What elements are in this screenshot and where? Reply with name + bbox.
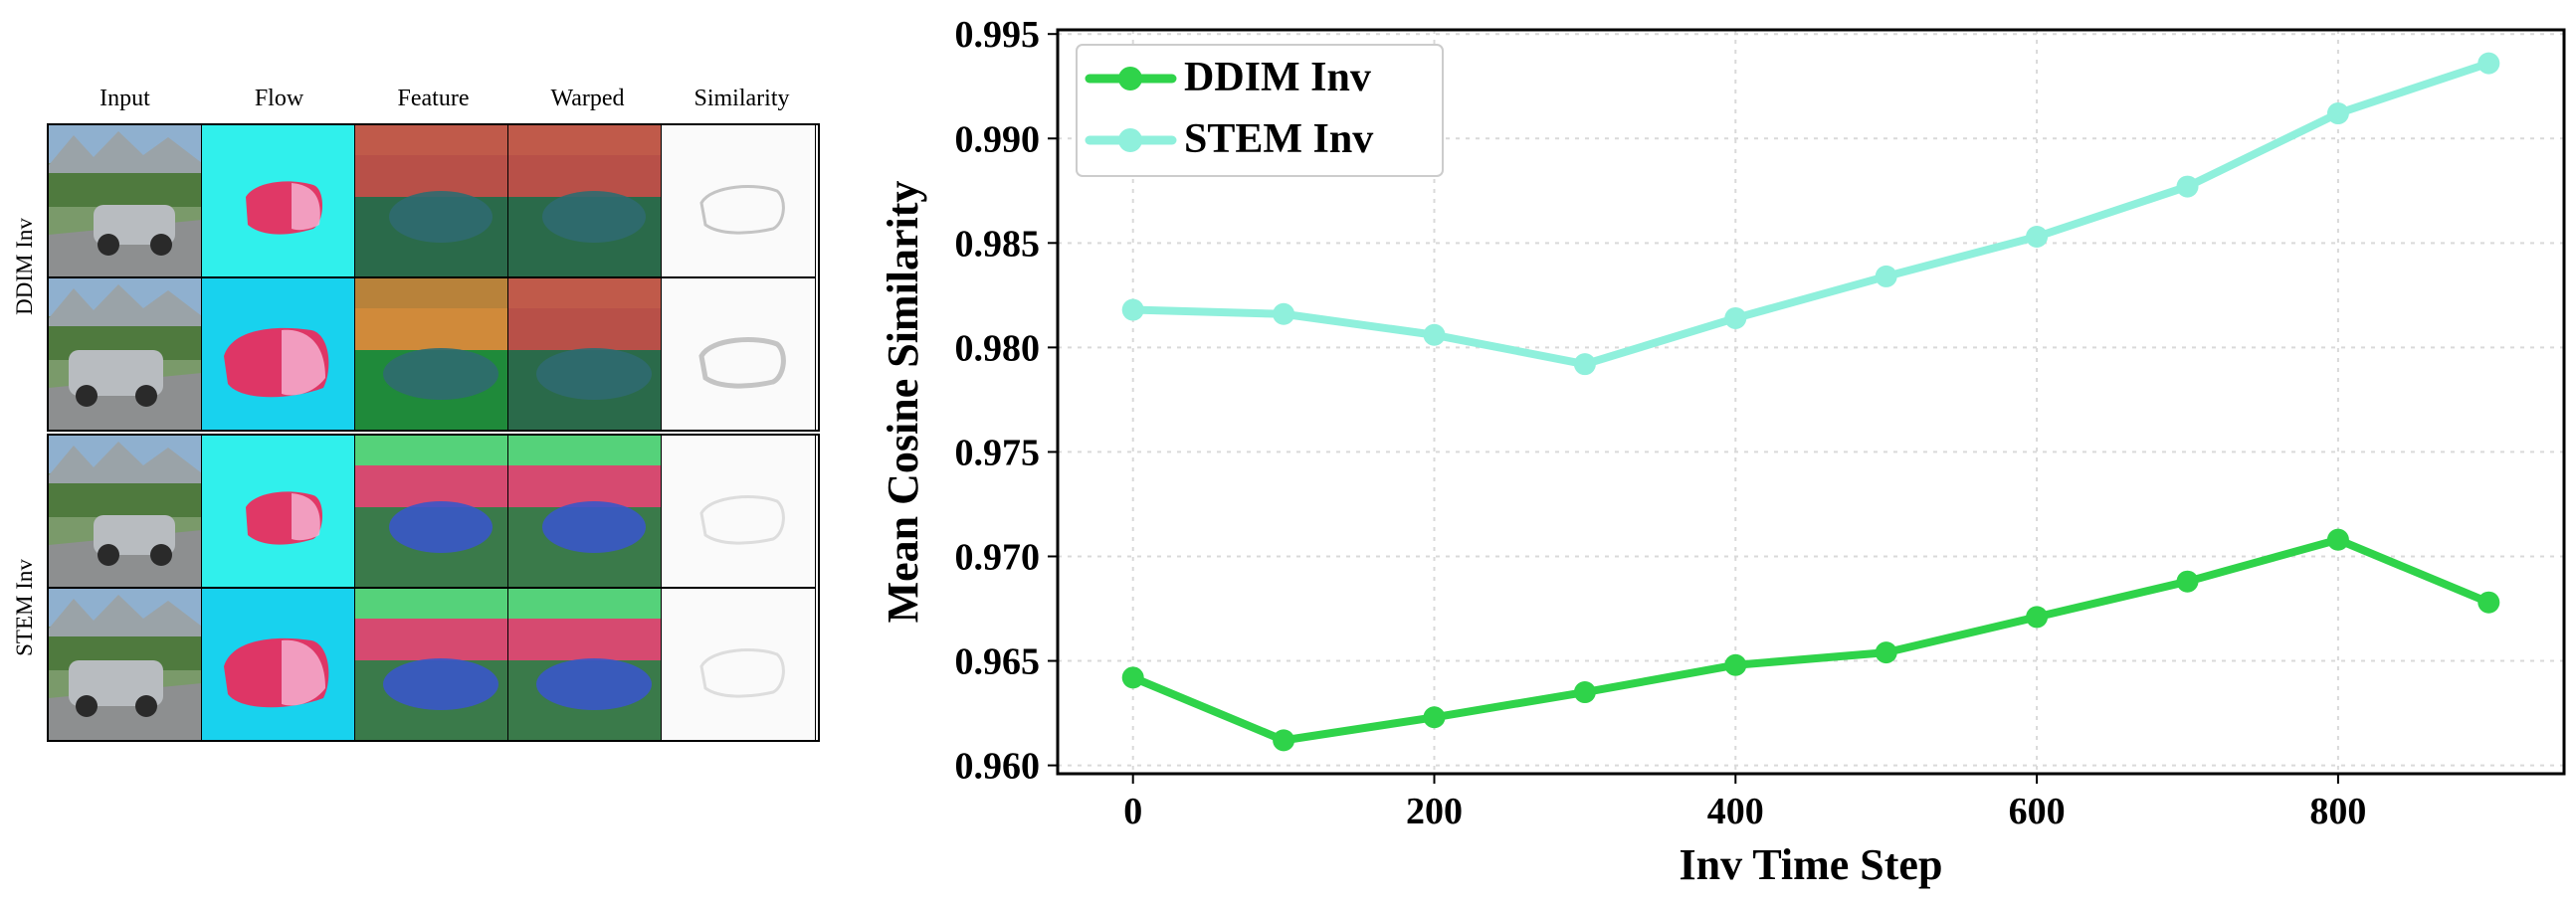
column-header-input: Input — [99, 86, 150, 111]
input-image — [48, 277, 203, 431]
feature-image — [354, 588, 509, 741]
x-tick-label: 200 — [1406, 791, 1463, 832]
data-point-ddim — [2326, 528, 2349, 551]
y-tick-label: 0.980 — [955, 327, 1041, 369]
y-axis-label: Mean Cosine Similarity — [879, 181, 927, 624]
input-image — [48, 588, 203, 741]
column-header-similarity: Similarity — [694, 86, 790, 111]
y-tick-label: 0.995 — [955, 14, 1041, 56]
data-point-ddim — [2176, 570, 2199, 593]
data-point-stem — [1273, 302, 1295, 325]
data-point-stem — [2026, 226, 2049, 249]
series-line-ddim — [1128, 535, 2493, 745]
line-chart: 0 200 400 600 800 0.960 0.965 0.970 0.975 0.980 0.… — [856, 0, 2576, 900]
feature-image — [354, 277, 509, 431]
input-image — [48, 124, 203, 277]
feature-image — [354, 435, 509, 588]
feature-image — [354, 124, 509, 277]
x-tick-label: 0 — [1123, 791, 1142, 832]
y-tick-label: 0.960 — [955, 746, 1041, 788]
data-point-ddim — [1121, 666, 1144, 689]
legend-marker-ddim — [1118, 67, 1142, 90]
data-point-stem — [1724, 306, 1747, 329]
similarity-image — [661, 435, 816, 588]
chart-canvas: 0 200 400 600 800 0.960 0.965 0.970 0.975 0.980 0.… — [879, 14, 2566, 889]
ddim-panel — [47, 123, 820, 432]
data-point-ddim — [1875, 641, 1897, 664]
y-tick-label: 0.970 — [955, 536, 1041, 578]
data-point-stem — [2477, 52, 2500, 75]
x-tick-label: 600 — [2009, 791, 2066, 832]
flow-image — [201, 435, 356, 588]
data-point-ddim — [2477, 591, 2500, 614]
qualitative-grid: Input Flow Feature Warped Similarity DDI… — [0, 0, 856, 900]
y-tick-label: 0.965 — [955, 641, 1041, 683]
y-tick-label: 0.990 — [955, 118, 1041, 160]
flow-image — [201, 588, 356, 741]
data-point-ddim — [2026, 606, 2049, 629]
x-tick-label: 400 — [1707, 791, 1764, 832]
data-point-stem — [1423, 323, 1446, 346]
column-header-feature: Feature — [397, 86, 470, 111]
flow-image — [201, 277, 356, 431]
x-tick-label: 800 — [2309, 791, 2366, 832]
data-point-stem — [1121, 298, 1144, 321]
stem-panel — [47, 434, 820, 742]
series-layer — [1121, 52, 2500, 752]
legend-label-ddim: DDIM Inv — [1184, 55, 1371, 100]
similarity-image — [661, 588, 816, 741]
data-point-stem — [2176, 175, 2199, 198]
similarity-image — [661, 124, 816, 277]
series-line-stem — [1128, 59, 2493, 369]
data-point-ddim — [1724, 653, 1747, 676]
warped-image — [507, 124, 663, 277]
flow-image — [201, 124, 356, 277]
data-point-ddim — [1273, 729, 1295, 752]
y-tick-label: 0.975 — [955, 432, 1041, 473]
legend-marker-stem — [1118, 128, 1142, 152]
column-header-warped: Warped — [550, 86, 625, 111]
data-point-ddim — [1573, 681, 1596, 704]
row-label-stem: STEM Inv — [12, 559, 37, 656]
legend: DDIM Inv STEM Inv — [1076, 44, 1444, 177]
data-point-stem — [1875, 265, 1897, 287]
plot-frame — [1056, 28, 2566, 776]
legend-label-stem: STEM Inv — [1184, 116, 1373, 162]
similarity-image — [661, 277, 816, 431]
input-image — [48, 435, 203, 588]
data-point-stem — [1573, 353, 1596, 376]
axis-ticks: 0 200 400 600 800 0.960 0.965 0.970 0.975 0.980 0.… — [955, 14, 2367, 832]
warped-image — [507, 277, 663, 431]
row-label-ddim: DDIM Inv — [12, 218, 37, 315]
x-axis-label: Inv Time Step — [1680, 840, 1943, 889]
warped-image — [507, 435, 663, 588]
column-header-flow: Flow — [254, 86, 304, 111]
warped-image — [507, 588, 663, 741]
data-point-ddim — [1423, 706, 1446, 729]
y-tick-label: 0.985 — [955, 223, 1041, 265]
data-point-stem — [2326, 102, 2349, 125]
